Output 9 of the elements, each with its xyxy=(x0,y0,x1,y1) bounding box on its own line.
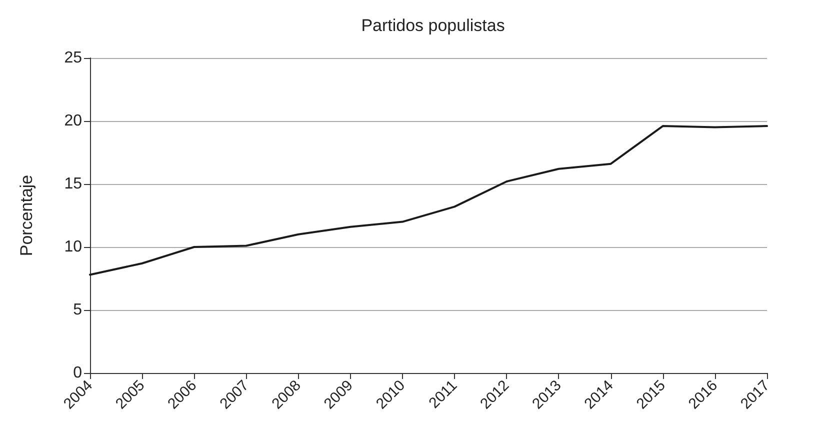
y-tick-label: 5 xyxy=(73,302,82,318)
y-tick-label: 15 xyxy=(64,176,82,192)
chart-title: Partidos populistas xyxy=(361,16,505,35)
y-tick-label: 10 xyxy=(64,238,82,256)
y-tick-label: 20 xyxy=(64,112,82,130)
y-tick-label: 0 xyxy=(73,364,82,382)
y-tick-label: 25 xyxy=(64,50,82,66)
y-axis-title: Porcentaje xyxy=(17,174,36,256)
line-series xyxy=(89,125,768,276)
